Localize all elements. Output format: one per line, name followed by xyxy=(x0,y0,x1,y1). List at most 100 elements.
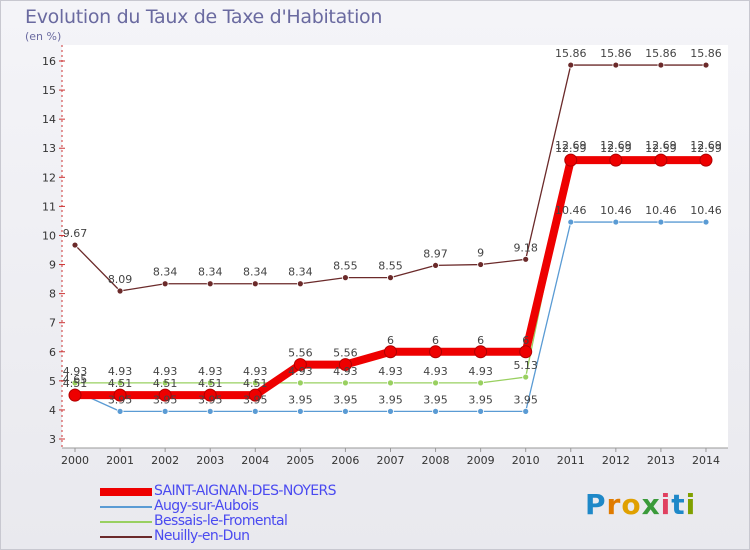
x-tick-label: 2009 xyxy=(467,454,495,467)
data-label: 3.95 xyxy=(153,393,178,406)
data-label: 4.51 xyxy=(243,377,268,390)
y-tick-label: 6 xyxy=(49,346,56,359)
data-label: 9.67 xyxy=(63,227,88,240)
data-label: 12.69 xyxy=(645,139,677,152)
data-label: 15.86 xyxy=(645,47,677,60)
legend-swatch xyxy=(100,536,152,538)
y-tick-label: 14 xyxy=(42,113,56,126)
data-label: 3.95 xyxy=(423,393,448,406)
data-label: 10.46 xyxy=(645,204,677,217)
data-point xyxy=(702,218,710,226)
data-point xyxy=(116,407,124,415)
data-label: 9.18 xyxy=(513,241,538,254)
data-point xyxy=(474,345,488,359)
data-point xyxy=(342,379,349,387)
data-point xyxy=(161,379,169,387)
y-tick-label: 15 xyxy=(42,84,56,97)
data-label: 8.34 xyxy=(288,266,313,279)
data-label: 3.95 xyxy=(513,393,538,406)
data-label: 4.93 xyxy=(288,365,313,378)
y-tick-label: 5 xyxy=(49,375,56,388)
data-label: 6 xyxy=(477,334,484,347)
legend-label: Neuilly-en-Dun xyxy=(154,528,250,544)
data-label: 5.13 xyxy=(513,359,538,372)
data-label: 15.86 xyxy=(690,47,722,60)
x-tick-label: 2000 xyxy=(61,454,89,467)
data-label: 4.93 xyxy=(378,365,403,378)
data-label: 15.86 xyxy=(600,47,632,60)
data-point xyxy=(71,379,79,387)
y-tick-label: 13 xyxy=(42,142,56,155)
y-tick-label: 12 xyxy=(42,171,56,184)
data-point xyxy=(296,280,304,288)
legend-swatch xyxy=(100,488,152,496)
data-point xyxy=(161,280,169,288)
data-label: 4.51 xyxy=(63,377,88,390)
x-tick-label: 2014 xyxy=(692,454,720,467)
x-tick-label: 2007 xyxy=(376,454,404,467)
data-label: 9 xyxy=(477,247,484,260)
data-label: 3.95 xyxy=(378,393,403,406)
data-point xyxy=(293,358,307,372)
data-label: 12.59 xyxy=(645,142,677,155)
data-label: 12.59 xyxy=(600,142,632,155)
data-point xyxy=(522,373,530,381)
x-tick-label: 2010 xyxy=(512,454,540,467)
data-label: 4.93 xyxy=(108,365,133,378)
data-label: 8.09 xyxy=(108,273,133,286)
chart-title: Evolution du Taux de Taxe d'Habitation xyxy=(25,6,383,28)
data-label: 3.95 xyxy=(198,393,223,406)
x-tick-label: 2008 xyxy=(422,454,450,467)
data-label: 15.86 xyxy=(555,47,587,60)
y-tick-label: 11 xyxy=(42,200,56,213)
data-point xyxy=(612,218,620,226)
data-label: 3.95 xyxy=(288,393,313,406)
data-point xyxy=(564,153,578,167)
data-label: 8.34 xyxy=(153,266,178,279)
data-point xyxy=(657,218,665,226)
data-label: 4.93 xyxy=(63,365,88,378)
data-point xyxy=(251,280,259,288)
data-point xyxy=(477,407,485,415)
y-tick-label: 3 xyxy=(49,433,56,446)
data-point xyxy=(477,261,485,268)
data-label: 6 xyxy=(387,334,394,347)
data-point xyxy=(158,388,172,402)
legend-label: SAINT-AIGNAN-DES-NOYERS xyxy=(154,483,337,499)
chart-unit: (en %) xyxy=(25,30,62,43)
legend-label: Augy-sur-Aubois xyxy=(154,498,259,514)
x-tick-label: 2003 xyxy=(196,454,224,467)
data-point xyxy=(522,407,530,415)
data-point xyxy=(296,407,304,415)
data-point xyxy=(432,262,439,269)
data-point xyxy=(113,388,127,402)
data-label: 6 xyxy=(432,334,439,347)
data-point xyxy=(519,345,533,359)
data-point xyxy=(342,407,349,415)
data-point xyxy=(68,388,82,402)
data-point xyxy=(248,388,262,402)
data-point xyxy=(657,61,665,69)
x-tick-label: 2013 xyxy=(647,454,675,467)
data-label: 12.69 xyxy=(690,139,722,152)
y-tick-label: 9 xyxy=(49,259,56,272)
data-label: 10.46 xyxy=(600,204,632,217)
data-label: 4.93 xyxy=(243,365,268,378)
data-label: 5.56 xyxy=(333,347,358,360)
y-tick-label: 8 xyxy=(49,288,56,301)
data-label: 8.34 xyxy=(243,266,268,279)
data-label: 12.69 xyxy=(555,139,587,152)
x-tick-label: 2011 xyxy=(557,454,585,467)
x-tick-label: 2004 xyxy=(241,454,269,467)
data-label: 12.69 xyxy=(600,139,632,152)
data-point xyxy=(429,345,443,359)
data-label: 12.59 xyxy=(690,142,722,155)
y-tick-label: 4 xyxy=(49,404,56,417)
data-point xyxy=(612,61,620,69)
x-tick-label: 2002 xyxy=(151,454,179,467)
legend-swatch xyxy=(100,521,152,523)
data-point xyxy=(567,61,575,69)
data-label: 8.97 xyxy=(423,247,448,260)
data-point xyxy=(116,287,124,295)
